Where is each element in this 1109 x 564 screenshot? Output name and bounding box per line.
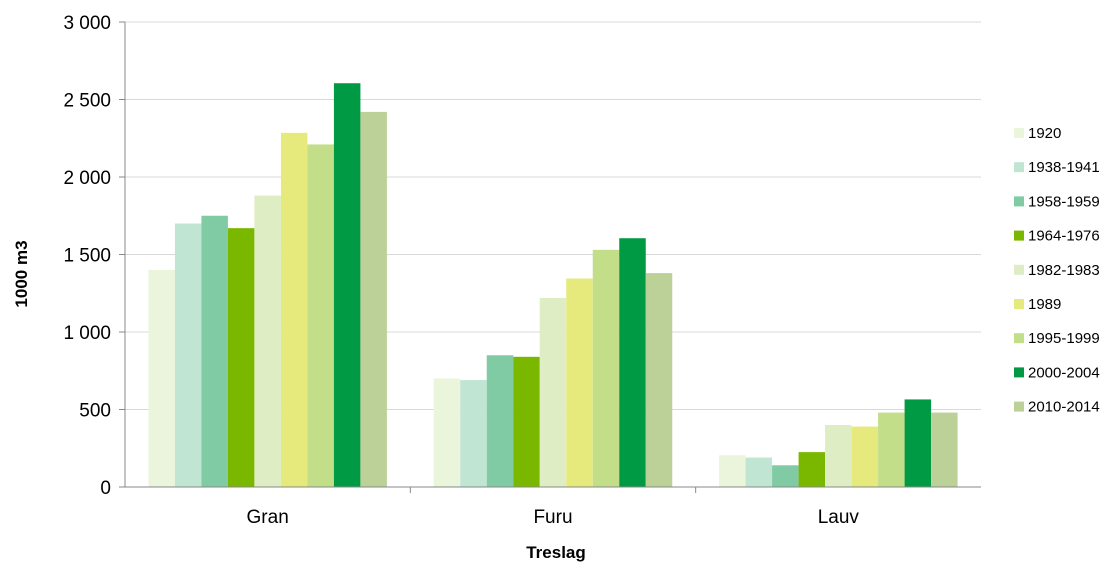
bar-furu-1995-1999 <box>592 249 620 487</box>
legend-label: 1995-1999 <box>1028 330 1100 347</box>
legend-label: 2000-2004 <box>1028 364 1100 381</box>
y-tick-label: 500 <box>79 401 111 422</box>
legend: 1920 1938-1941 1958-1959 1964-1976 1982-1983… <box>1014 125 1100 416</box>
legend-swatch <box>1014 299 1024 309</box>
bar-gran-1989 <box>280 132 308 487</box>
bar-furu-2000-2004 <box>619 238 646 487</box>
legend-swatch <box>1014 162 1024 173</box>
bar-furu-1982-1983 <box>539 297 567 487</box>
legend-label: 1958-1959 <box>1028 193 1100 210</box>
bar-lauv-1989 <box>851 426 879 487</box>
legend-swatch <box>1014 230 1024 241</box>
x-category-label: Gran <box>247 507 289 528</box>
y-tick-label: 3 000 <box>63 13 111 34</box>
bar-lauv-1920 <box>719 455 746 487</box>
bar-lauv-1995-1999 <box>878 412 905 487</box>
bar-lauv-1938-1941 <box>745 457 773 487</box>
bar-gran-1964-1976 <box>227 228 255 487</box>
bar-gran-1995-1999 <box>307 144 334 487</box>
y-tick-label: 1 500 <box>63 246 111 267</box>
y-tick-label: 2 000 <box>63 168 111 189</box>
legend-label: 1982-1983 <box>1028 262 1100 279</box>
legend-swatch <box>1014 401 1024 412</box>
bar-lauv-1964-1976 <box>798 452 826 487</box>
bar-gran-1982-1983 <box>254 195 281 487</box>
x-category-label: Furu <box>533 507 572 528</box>
axes <box>119 21 981 493</box>
bar-furu-1920 <box>433 378 461 487</box>
legend-label: 2010-2014 <box>1028 399 1100 416</box>
bar-lauv-1958-1959 <box>772 465 799 487</box>
bars <box>148 83 958 488</box>
bar-gran-2010-2014 <box>360 111 387 488</box>
y-axis-title: 1000 m3 <box>12 240 31 307</box>
x-category-label: Lauv <box>818 507 860 528</box>
bar-gran-1958-1959 <box>201 215 228 487</box>
legend-swatch <box>1014 128 1024 138</box>
bar-lauv-2000-2004 <box>904 399 932 487</box>
legend-swatch <box>1014 196 1024 207</box>
legend-label: 1964-1976 <box>1028 228 1100 245</box>
legend-label: 1938-1941 <box>1028 159 1100 176</box>
y-tick-labels: 0 500 1 000 1 500 2 000 2 500 3 000 <box>63 13 111 499</box>
legend-swatch <box>1014 264 1024 275</box>
legend-swatch <box>1014 367 1024 378</box>
y-tick-label: 0 <box>100 478 111 499</box>
legend-swatch <box>1014 333 1024 344</box>
legend-label: 1920 <box>1028 125 1061 142</box>
bar-furu-1938-1941 <box>460 380 487 487</box>
x-axis-title: Treslag <box>526 543 586 562</box>
bar-furu-1989 <box>566 278 593 487</box>
bar-furu-1958-1959 <box>486 355 514 487</box>
bar-lauv-2010-2014 <box>931 412 958 487</box>
y-tick-label: 2 500 <box>63 91 111 112</box>
bar-gran-1938-1941 <box>174 223 202 487</box>
bar-furu-2010-2014 <box>645 273 673 487</box>
bar-gran-2000-2004 <box>333 83 361 487</box>
y-tick-label: 1 000 <box>63 323 111 344</box>
bar-lauv-1982-1983 <box>825 425 852 487</box>
x-category-labels: Gran Furu Lauv <box>247 507 860 528</box>
legend-label: 1989 <box>1028 296 1061 313</box>
bar-furu-1964-1976 <box>513 356 540 487</box>
bar-gran-1920 <box>148 270 175 487</box>
